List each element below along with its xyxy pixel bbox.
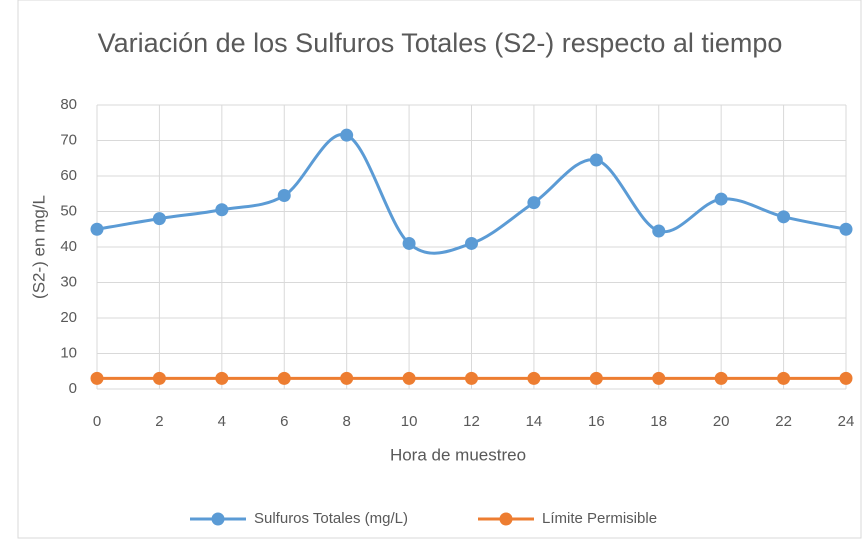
y-tick-label: 80 — [60, 96, 77, 113]
x-tick-label: 10 — [401, 413, 418, 430]
x-axis-label: Hora de muestreo — [390, 445, 526, 464]
y-tick-label: 50 — [60, 202, 77, 219]
x-tick-label: 0 — [93, 413, 101, 430]
x-tick-label: 18 — [650, 413, 667, 430]
y-tick-label: 0 — [69, 380, 77, 397]
point-marker — [777, 371, 791, 385]
point-marker — [652, 371, 666, 385]
point-marker — [465, 371, 478, 385]
point-marker — [215, 371, 229, 385]
point-marker — [714, 192, 728, 206]
point-marker — [215, 203, 229, 217]
point-marker — [152, 212, 166, 226]
point-marker — [589, 153, 603, 167]
x-tick-label: 2 — [155, 413, 163, 430]
y-tick-label: 70 — [60, 131, 77, 148]
point-marker — [340, 371, 354, 385]
y-axis-label: (S2-) en mg/L — [29, 195, 48, 299]
legend-marker — [499, 512, 513, 526]
x-tick-label: 4 — [218, 413, 226, 430]
legend-marker — [211, 512, 225, 526]
point-marker — [402, 371, 416, 385]
chart-border — [17, 0, 862, 539]
point-marker — [90, 371, 104, 385]
point-marker — [465, 236, 478, 250]
y-tick-label: 10 — [60, 344, 77, 361]
point-marker — [277, 371, 291, 385]
y-tick-label: 40 — [60, 238, 77, 255]
x-tick-label: 6 — [280, 413, 288, 430]
y-tick-label: 60 — [60, 167, 77, 184]
x-tick-label: 20 — [713, 413, 730, 430]
point-marker — [589, 371, 603, 385]
point-marker — [277, 189, 291, 203]
point-marker — [152, 371, 166, 385]
x-tick-label: 22 — [775, 413, 792, 430]
point-marker — [527, 371, 541, 385]
x-tick-label: 12 — [463, 413, 480, 430]
x-tick-label: 24 — [838, 413, 855, 430]
x-tick-label: 8 — [342, 413, 350, 430]
x-tick-label: 14 — [526, 413, 543, 430]
y-tick-label: 20 — [60, 309, 77, 326]
point-marker — [340, 128, 354, 142]
point-marker — [714, 371, 728, 385]
point-marker — [527, 196, 541, 210]
x-tick-label: 16 — [588, 413, 605, 430]
point-marker — [839, 371, 853, 385]
point-marker — [90, 222, 104, 236]
y-tick-label: 30 — [60, 273, 77, 290]
point-marker — [652, 224, 666, 238]
legend-label: Límite Permisible — [542, 510, 657, 527]
point-marker — [839, 222, 853, 236]
legend-label: Sulfuros Totales (mg/L) — [254, 510, 408, 527]
point-marker — [777, 210, 791, 224]
chart-title: Variación de los Sulfuros Totales (S2-) … — [98, 28, 783, 58]
point-marker — [402, 236, 416, 250]
